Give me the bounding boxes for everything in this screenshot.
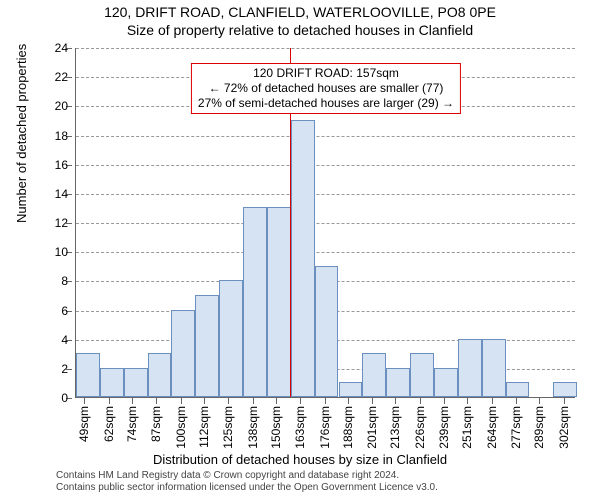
- y-tick-label: 0: [38, 391, 68, 405]
- footer-line1: Contains HM Land Registry data © Crown c…: [56, 470, 576, 482]
- annotation-box: 120 DRIFT ROAD: 157sqm ← 72% of detached…: [191, 63, 461, 114]
- x-tick-mark: [539, 398, 540, 404]
- x-tick-mark: [372, 398, 373, 404]
- histogram-bar: [171, 310, 195, 398]
- x-tick-label: 289sqm: [532, 406, 546, 449]
- histogram-bar: [506, 382, 530, 397]
- histogram-bar: [267, 207, 291, 397]
- x-tick-mark: [564, 398, 565, 404]
- y-tick-label: 20: [38, 99, 68, 113]
- x-tick-mark: [444, 398, 445, 404]
- x-tick-label: 163sqm: [293, 406, 307, 449]
- x-tick-label: 62sqm: [102, 406, 116, 442]
- x-ticks: 49sqm 62sqm 74sqm 87sqm 100sqm 112sqm 125sqm 13…: [75, 398, 575, 458]
- y-tick-label: 18: [38, 129, 68, 143]
- x-tick-mark: [467, 398, 468, 404]
- histogram-bar: [386, 368, 410, 397]
- histogram-bar: [553, 382, 577, 397]
- histogram-bar: [100, 368, 124, 397]
- histogram-bar: [482, 339, 506, 397]
- x-tick-mark: [181, 398, 182, 404]
- x-tick-mark: [84, 398, 85, 404]
- x-tick-mark: [395, 398, 396, 404]
- x-tick-mark: [253, 398, 254, 404]
- x-tick-label: 239sqm: [437, 406, 451, 449]
- chart-title-line1: 120, DRIFT ROAD, CLANFIELD, WATERLOOVILL…: [0, 4, 600, 20]
- y-tick-label: 24: [38, 41, 68, 55]
- x-tick-label: 264sqm: [485, 406, 499, 449]
- x-tick-mark: [228, 398, 229, 404]
- x-tick-label: 176sqm: [318, 406, 332, 449]
- y-tick-label: 8: [38, 274, 68, 288]
- x-axis-label: Distribution of detached houses by size …: [0, 452, 600, 467]
- x-tick-label: 213sqm: [388, 406, 402, 449]
- x-tick-label: 150sqm: [269, 406, 283, 449]
- x-tick-label: 49sqm: [77, 406, 91, 442]
- plot-area: 024681012141618202224 120 DRIFT ROAD: 15…: [75, 48, 575, 398]
- x-tick-label: 87sqm: [149, 406, 163, 442]
- x-tick-label: 188sqm: [341, 406, 355, 449]
- x-tick-mark: [420, 398, 421, 404]
- annotation-line2: ← 72% of detached houses are smaller (77…: [198, 81, 454, 96]
- y-tick-label: 10: [38, 245, 68, 259]
- annotation-line3: 27% of semi-detached houses are larger (…: [198, 96, 454, 111]
- histogram-bar: [148, 353, 172, 397]
- x-tick-mark: [156, 398, 157, 404]
- x-tick-label: 302sqm: [557, 406, 571, 449]
- histogram-bar: [124, 368, 148, 397]
- x-tick-label: 112sqm: [197, 406, 211, 448]
- x-tick-label: 251sqm: [460, 406, 474, 449]
- x-tick-label: 138sqm: [246, 406, 260, 449]
- x-tick-mark: [276, 398, 277, 404]
- histogram-bar: [195, 295, 219, 397]
- footer-attribution: Contains HM Land Registry data © Crown c…: [56, 470, 576, 493]
- y-tick-label: 2: [38, 362, 68, 376]
- y-tick-label: 6: [38, 304, 68, 318]
- x-tick-mark: [325, 398, 326, 404]
- chart-container: 120, DRIFT ROAD, CLANFIELD, WATERLOOVILL…: [0, 0, 600, 500]
- x-tick-mark: [204, 398, 205, 404]
- histogram-bar: [219, 280, 243, 397]
- histogram-bar: [291, 120, 315, 397]
- x-tick-mark: [300, 398, 301, 404]
- x-tick-mark: [516, 398, 517, 404]
- y-tick-label: 14: [38, 187, 68, 201]
- y-tick-label: 16: [38, 158, 68, 172]
- x-tick-mark: [109, 398, 110, 404]
- chart-title-line2: Size of property relative to detached ho…: [0, 22, 600, 38]
- x-tick-label: 277sqm: [509, 406, 523, 449]
- y-tick-label: 12: [38, 216, 68, 230]
- x-tick-label: 74sqm: [125, 406, 139, 442]
- y-tick-label: 4: [38, 333, 68, 347]
- x-tick-label: 201sqm: [365, 406, 379, 449]
- histogram-bar: [243, 207, 267, 397]
- histogram-bar: [362, 353, 386, 397]
- x-tick-label: 100sqm: [174, 406, 188, 449]
- x-tick-label: 125sqm: [221, 406, 235, 449]
- x-tick-label: 226sqm: [413, 406, 427, 449]
- histogram-bar: [76, 353, 100, 397]
- annotation-line1: 120 DRIFT ROAD: 157sqm: [198, 66, 454, 81]
- histogram-bar: [434, 368, 458, 397]
- x-tick-mark: [132, 398, 133, 404]
- x-tick-mark: [348, 398, 349, 404]
- histogram-bar: [458, 339, 482, 397]
- histogram-bar: [315, 266, 339, 397]
- histogram-bar: [339, 382, 363, 397]
- footer-line2: Contains public sector information licen…: [56, 482, 576, 494]
- histogram-bar: [410, 353, 434, 397]
- x-tick-mark: [492, 398, 493, 404]
- y-axis-label: Number of detached properties: [14, 44, 29, 223]
- y-tick-label: 22: [38, 70, 68, 84]
